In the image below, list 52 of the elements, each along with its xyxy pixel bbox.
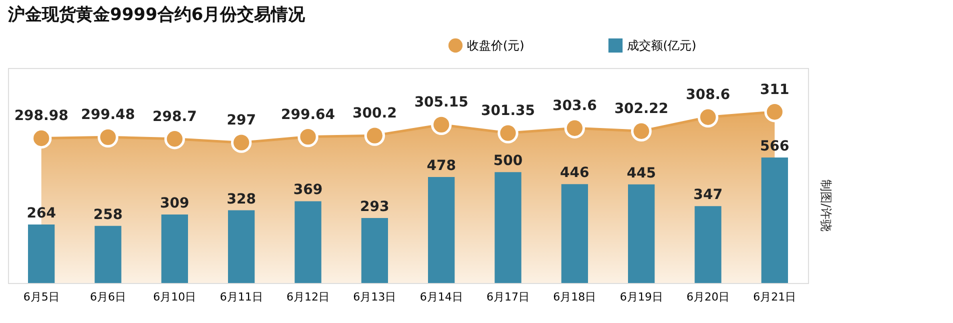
data-label: 297 [226,112,256,129]
x-tick-label: 6月12日 [286,290,330,304]
x-tick-label: 6月5日 [23,290,60,304]
data-label: 328 [226,191,256,208]
bar [294,201,322,283]
data-label: 500 [493,153,523,170]
x-tick-label: 6月20日 [686,290,730,304]
legend-label: 成交额(亿元) [627,38,696,52]
bar [494,172,522,283]
bar [94,226,122,283]
x-tick-label: 6月18日 [553,290,596,304]
bar [561,184,588,283]
data-label: 299.48 [80,107,136,124]
data-label: 300.2 [352,106,397,122]
bar [161,214,188,283]
data-label: 566 [760,138,790,155]
x-tick-label: 6月21日 [753,290,796,304]
bar [228,210,255,283]
data-label: 478 [426,158,456,174]
data-label: 445 [626,165,656,182]
data-label: 311 [760,82,790,98]
text: 制图/许骁 [819,179,833,232]
data-label: 298.98 [14,108,68,124]
bar [628,184,655,283]
x-tick-label: 6月17日 [486,290,530,304]
legend-label: 收盘价(元) [467,38,524,52]
data-label: 298.7 [152,108,197,125]
bar [28,224,55,283]
data-label: 369 [293,182,323,198]
x-tick-label: 6月19日 [620,290,663,304]
data-label: 347 [693,187,723,204]
data-label: 299.64 [280,106,336,123]
data-label: 446 [560,165,590,182]
bar [361,218,388,283]
bar [761,158,788,283]
bar [428,177,455,283]
x-tick-label: 6月13日 [353,290,396,304]
data-label: 258 [93,206,123,223]
data-label: 302.22 [614,101,668,118]
x-tick-label: 6月11日 [220,290,263,304]
x-tick-label: 6月14日 [420,290,463,304]
x-tick-label: 6月10日 [153,290,196,304]
bar [694,206,722,283]
chart-title: 沪金现货黄金9999合约6月份交易情况 [7,5,306,25]
data-label: 303.6 [552,98,597,114]
x-tick-label: 6月6日 [90,290,126,304]
data-label: 301.35 [480,103,536,120]
data-label: 309 [160,196,190,212]
data-label: 264 [26,205,56,222]
data-label: 305.15 [414,94,468,111]
data-label: 293 [360,199,390,216]
data-label: 308.6 [686,87,730,104]
